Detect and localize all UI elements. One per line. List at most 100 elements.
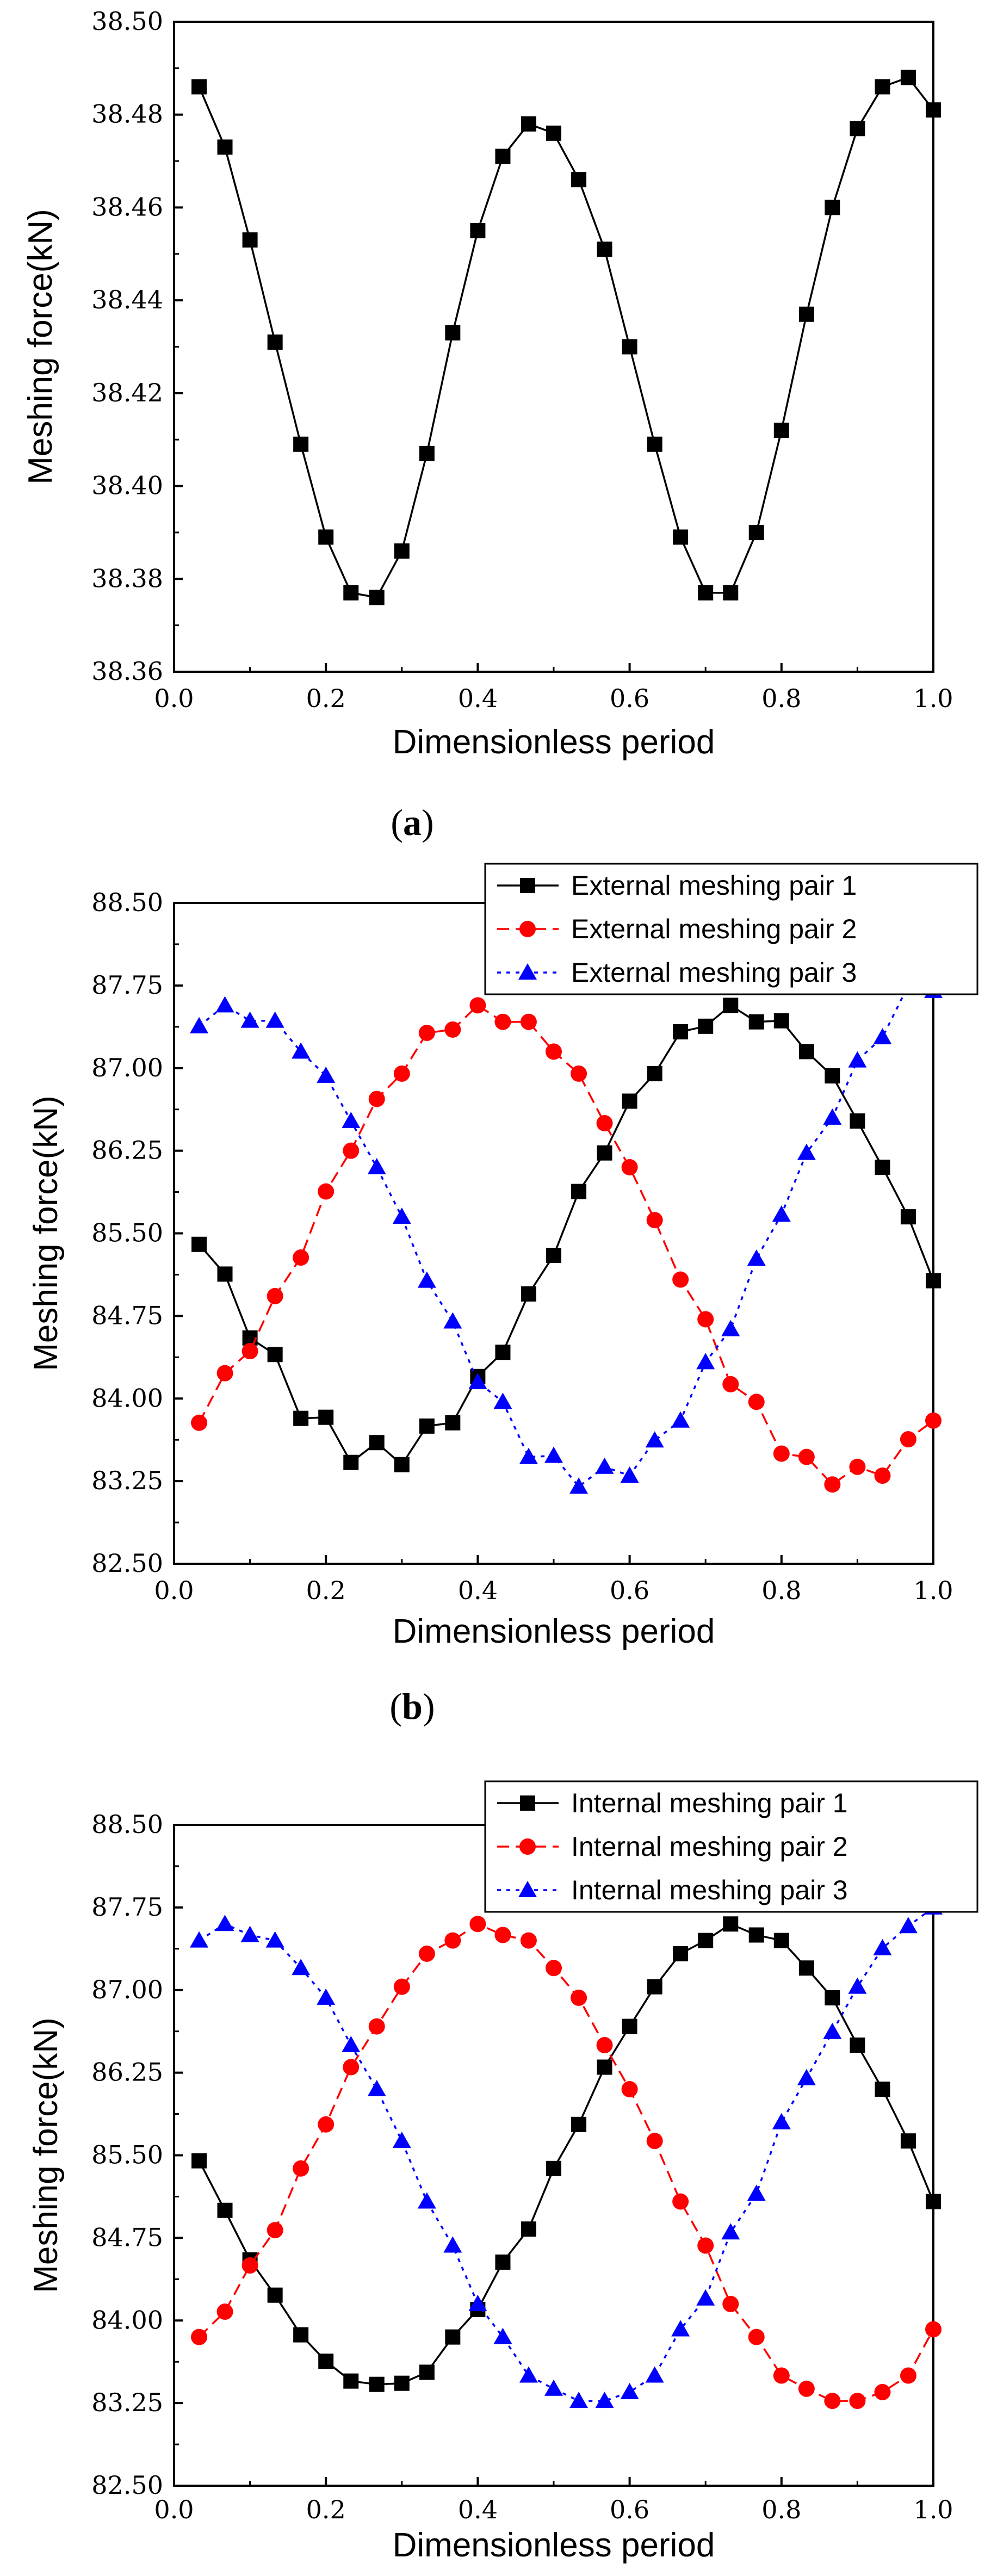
data-point: [418, 1945, 435, 1962]
data-point: [240, 1925, 259, 1942]
data-point: [216, 1365, 233, 1382]
y-tick-label: 87.75: [91, 1892, 163, 1922]
legend-marker: [518, 1881, 537, 1897]
series-3: [190, 1898, 943, 2408]
data-point: [546, 1043, 562, 1060]
series-line: [198, 1923, 934, 2402]
data-point: [825, 1068, 840, 1083]
data-point: [698, 585, 714, 600]
data-point: [848, 1977, 867, 1994]
data-point: [217, 1266, 233, 1282]
data-point: [191, 2153, 207, 2169]
y-tick-label: 83.25: [91, 1466, 163, 1495]
data-point: [899, 1917, 918, 1934]
data-point: [645, 1431, 664, 1448]
x-axis-title: Dimensionless period: [393, 2527, 715, 2564]
data-point: [318, 1409, 334, 1425]
y-tick-label: 86.25: [91, 1136, 163, 1165]
series-line: [198, 984, 934, 1488]
legend-label: External meshing pair 2: [571, 914, 857, 944]
data-point: [723, 1916, 739, 1932]
data-point: [850, 121, 865, 137]
x-tick-label: 0.4: [458, 1576, 498, 1605]
data-point: [393, 1978, 410, 1995]
data-point: [293, 2327, 309, 2343]
data-point: [470, 223, 486, 239]
data-point: [925, 1412, 942, 1429]
data-point: [824, 1476, 841, 1493]
data-point: [368, 2018, 385, 2035]
data-point: [571, 1065, 587, 1082]
x-tick-label: 0.0: [154, 1576, 194, 1605]
data-point: [595, 2392, 614, 2408]
data-point: [722, 1376, 739, 1392]
data-point: [723, 998, 739, 1013]
data-point: [825, 1990, 840, 2005]
data-point: [419, 2364, 435, 2380]
data-point: [520, 1013, 537, 1030]
data-point: [621, 2081, 638, 2097]
legend: Internal meshing pair 1 Internal meshing …: [484, 1780, 978, 1913]
data-point: [900, 1431, 916, 1448]
x-tick-label: 0.8: [761, 2495, 801, 2524]
data-point: [546, 1960, 562, 1977]
data-point: [369, 2376, 385, 2392]
y-tick-label: 38.48: [91, 100, 163, 129]
data-point: [647, 1979, 662, 1995]
data-point: [318, 1183, 335, 1200]
data-point: [596, 1115, 613, 1131]
data-point: [368, 1091, 385, 1107]
data-point: [293, 436, 309, 452]
data-point: [900, 1209, 916, 1225]
data-point: [445, 1415, 461, 1431]
data-point: [190, 1017, 209, 1033]
y-tick-label: 88.50: [91, 888, 163, 917]
data-point: [773, 423, 789, 438]
data-point: [367, 1158, 386, 1174]
data-point: [293, 1249, 309, 1266]
series-line: [198, 76, 934, 599]
data-point: [797, 2069, 816, 2085]
data-point: [394, 543, 410, 559]
y-axis-title: Meshing force(kN): [27, 2017, 65, 2293]
data-point: [546, 125, 561, 141]
x-tick-label: 0.0: [154, 2495, 194, 2524]
data-point: [191, 1236, 207, 1252]
data-point: [521, 116, 536, 132]
y-tick-label: 84.75: [91, 1301, 163, 1330]
series-line: [198, 1004, 934, 1485]
y-tick-label: 38.42: [91, 378, 163, 407]
data-point: [926, 102, 941, 118]
data-point: [495, 1345, 511, 1360]
data-point: [696, 2289, 715, 2306]
data-point: [823, 2022, 842, 2039]
data-point: [216, 2303, 233, 2320]
legend-box: [484, 863, 978, 995]
data-point: [597, 2059, 612, 2075]
panel-label: (b): [389, 1686, 435, 1727]
legend-label: Internal meshing pair 1: [571, 1788, 848, 1818]
data-point: [645, 2366, 664, 2383]
data-point: [873, 1939, 892, 1955]
data-point: [622, 1093, 637, 1109]
data-point: [444, 1932, 461, 1949]
data-point: [417, 1271, 436, 1288]
data-point: [673, 529, 689, 545]
plot-frame: [173, 902, 934, 1565]
data-point: [621, 1159, 638, 1175]
data-point: [469, 1916, 486, 1933]
series-2: [191, 1916, 942, 2410]
data-point: [722, 2295, 739, 2312]
x-tick-label: 0.2: [306, 1576, 346, 1605]
data-point: [823, 1108, 842, 1125]
x-tick-label: 1.0: [913, 1576, 953, 1605]
data-point: [215, 1915, 234, 1931]
y-tick-label: 38.46: [91, 192, 163, 221]
data-point: [571, 1989, 587, 2006]
data-point: [900, 2367, 916, 2384]
data-point: [519, 2366, 538, 2383]
data-point: [798, 2380, 815, 2397]
data-point: [394, 1457, 410, 1472]
data-point: [825, 200, 840, 215]
data-point: [293, 1410, 309, 1426]
